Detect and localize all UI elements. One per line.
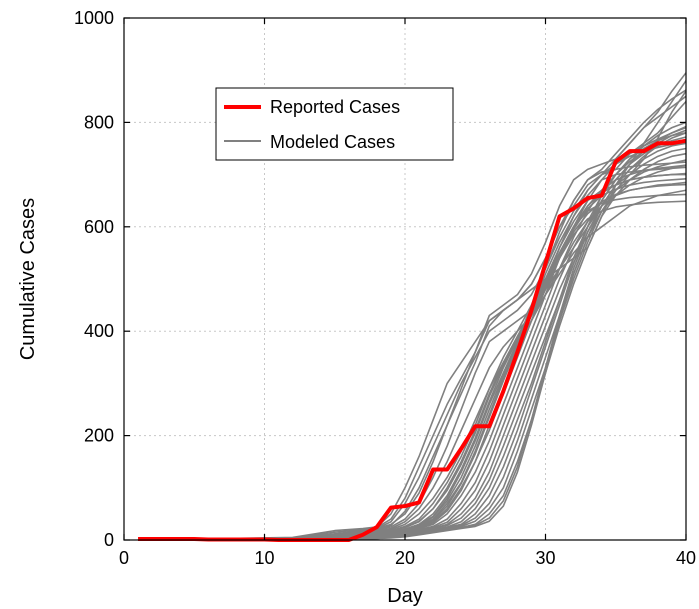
y-tick-label: 600 — [84, 217, 114, 237]
y-tick-label: 400 — [84, 321, 114, 341]
modeled-cases-line-27 — [138, 193, 687, 541]
legend-modeled-label: Modeled Cases — [270, 132, 395, 152]
modeled-cases-line-29 — [138, 172, 687, 541]
modeled-cases-line-26 — [138, 177, 687, 541]
modeled-cases-line-28 — [138, 200, 687, 541]
modeled-cases-line-30 — [138, 183, 687, 541]
x-tick-label: 10 — [254, 548, 274, 568]
modeled-cases-line-6 — [138, 181, 687, 541]
modeled-cases-line-24 — [138, 89, 687, 541]
y-tick-label: 200 — [84, 426, 114, 446]
modeled-cases-line-16 — [138, 136, 687, 541]
y-axis-label: Cumulative Cases — [17, 198, 39, 360]
legend-reported-label: Reported Cases — [270, 97, 400, 117]
x-tick-label: 40 — [676, 548, 696, 568]
legend-box — [215, 87, 454, 161]
y-tick-label: 0 — [104, 530, 114, 550]
x-tick-label: 30 — [535, 548, 555, 568]
x-tick-label: 0 — [119, 548, 129, 568]
x-tick-label: 20 — [395, 548, 415, 568]
modeled-cases-line-5 — [138, 189, 687, 541]
modeled-cases-line-7 — [138, 173, 686, 541]
modeled-cases-line-22 — [138, 164, 687, 541]
x-axis-label: Day — [387, 585, 423, 607]
y-tick-label: 800 — [84, 112, 114, 132]
y-tick-label: 1000 — [74, 8, 114, 28]
modeled-cases-line-23 — [138, 95, 687, 541]
legend: Reported Cases Modeled Cases — [215, 87, 454, 161]
